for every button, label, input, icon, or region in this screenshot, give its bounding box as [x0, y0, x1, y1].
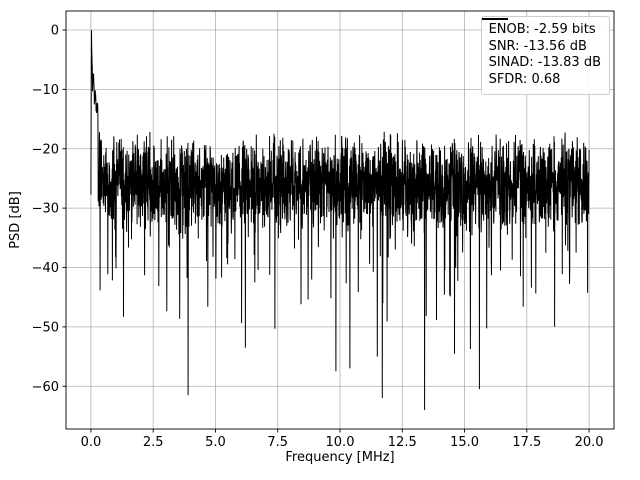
legend: ENOB: -2.59 bits SNR: -13.56 dB SINAD: -…: [480, 16, 610, 95]
x-tick-label: 5.0: [205, 435, 226, 450]
psd-trace: [90, 30, 590, 411]
legend-enob: ENOB: -2.59 bits: [488, 22, 596, 37]
x-tick-label: 15.0: [450, 435, 479, 450]
x-tick-label: 17.5: [512, 435, 541, 450]
y-tick-label: 0: [51, 24, 59, 39]
legend-text: ENOB: -2.59 bits SNR: -13.56 dB SINAD: -…: [489, 22, 601, 89]
x-tick-label: 10.0: [326, 435, 355, 450]
x-axis-label: Frequency [MHz]: [285, 450, 394, 465]
y-tick-label: −20: [32, 142, 59, 157]
y-tick-label: −10: [32, 83, 59, 98]
y-tick-label: −30: [32, 202, 59, 217]
x-tick-label: 12.5: [388, 435, 417, 450]
x-tick-label: 20.0: [575, 435, 604, 450]
y-tick-label: −40: [32, 261, 59, 276]
legend-sinad: SINAD: -13.83 dB: [488, 55, 601, 71]
x-tick-label: 2.5: [143, 435, 164, 450]
y-tick-label: −60: [32, 380, 59, 395]
y-axis-label: PSD [dB]: [8, 191, 23, 249]
x-tick-label: 7.5: [267, 435, 288, 450]
y-tick-label: −50: [32, 320, 59, 335]
x-tick-label: 0.0: [81, 435, 102, 450]
legend-sfdr: SFDR: 0.68: [488, 71, 561, 87]
legend-line-sample: [481, 18, 508, 20]
legend-snr: SNR: -13.56 dB: [488, 38, 587, 54]
